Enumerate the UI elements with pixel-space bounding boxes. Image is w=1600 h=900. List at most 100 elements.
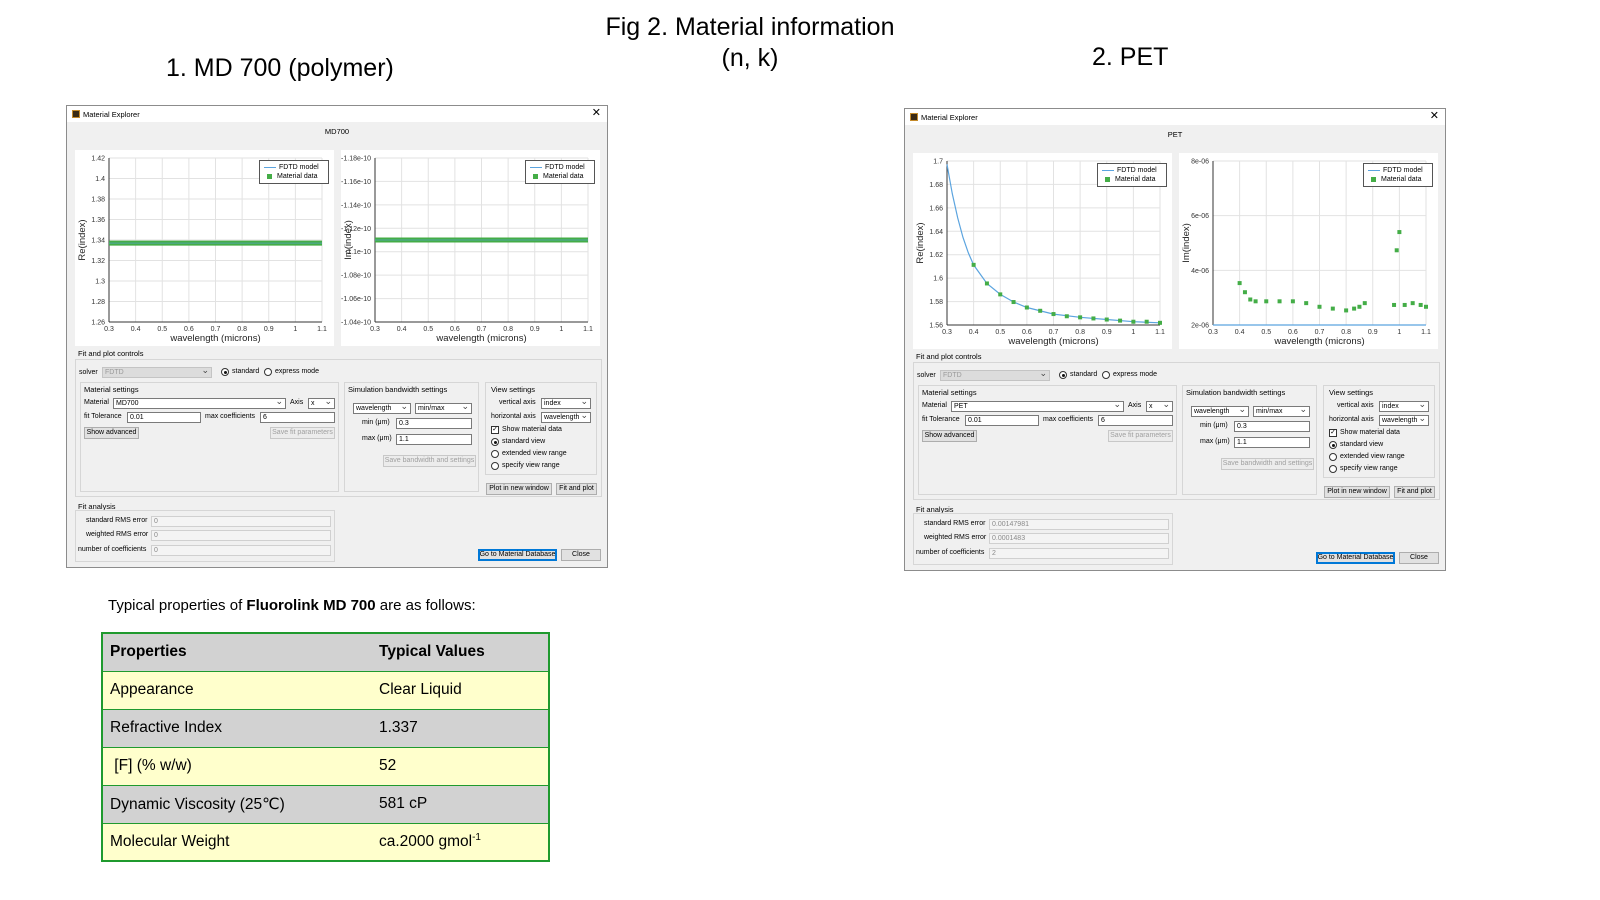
standard-rms-label: standard RMS error	[86, 517, 148, 524]
material-select[interactable]: PET	[951, 401, 1124, 412]
legend-fdtd-model: FDTD model	[264, 163, 319, 172]
go-to-material-database-button[interactable]: Go to Material Database	[478, 549, 557, 561]
weighted-rms-field: 0	[151, 530, 331, 541]
bandwidth-mode-select[interactable]: min/max	[1253, 406, 1310, 417]
heading-pet: 2. PET	[1092, 43, 1169, 71]
standard-radio[interactable]	[221, 368, 229, 376]
legend-label: FDTD model	[1117, 167, 1157, 174]
max-coefficients-input[interactable]: 6	[1098, 415, 1173, 426]
number-of-coefficients-label: number of coefficients	[78, 546, 147, 553]
close-button[interactable]: Close	[561, 549, 601, 561]
max-input[interactable]: 1.1	[396, 434, 472, 445]
x-axis-label: wavelength (microns)	[435, 333, 526, 344]
material-data-point	[1064, 314, 1069, 319]
fit-tolerance-input[interactable]: 0.01	[127, 412, 201, 423]
min-input[interactable]: 0.3	[1234, 421, 1310, 432]
material-data-point	[1024, 305, 1029, 310]
material-data-point	[1402, 302, 1407, 307]
y-tick-label: -1.16e-10	[341, 179, 371, 186]
vertical-axis-select[interactable]: index	[1379, 401, 1429, 412]
y-tick-label: 4e-06	[1191, 268, 1209, 275]
legend-dot-swatch	[267, 173, 272, 179]
save-fit-parameters-button[interactable]: Save fit parameters	[270, 427, 335, 439]
mw-value: ca.2000 gmol	[379, 833, 473, 851]
horizontal-axis-select[interactable]: wavelength	[1379, 415, 1429, 426]
table-cell: Appearance	[102, 670, 372, 709]
extended-view-radio[interactable]	[1329, 453, 1337, 461]
extended-view-radio[interactable]	[491, 450, 499, 458]
table-cell: Clear Liquid	[372, 670, 549, 709]
material-data-point	[998, 292, 1003, 297]
standard-view-radio[interactable]	[1329, 441, 1337, 449]
show-advanced-button[interactable]: Show advanced	[922, 430, 977, 442]
window-titlebar[interactable]: Material Explorer ✕	[905, 109, 1445, 125]
bandwidth-mode-select[interactable]: min/max	[415, 403, 472, 414]
bandwidth-unit-select[interactable]: wavelength	[1191, 406, 1249, 417]
legend-dot-swatch	[1371, 176, 1376, 182]
material-title: MD700	[324, 127, 350, 136]
x-tick-label: 0.8	[503, 326, 513, 333]
save-bandwidth-button[interactable]: Save bandwidth and settings	[1221, 458, 1314, 470]
table-cell: 581 cP	[372, 784, 549, 823]
fit-plot-controls-label: Fit and plot controls	[78, 349, 144, 358]
x-tick-label: 0.3	[370, 326, 380, 333]
plot-in-new-window-button[interactable]: Plot in new window	[486, 483, 552, 495]
show-material-data-checkbox[interactable]: ✓	[491, 426, 499, 434]
x-axis-label: wavelength (microns)	[1007, 336, 1098, 347]
view-settings-group	[485, 382, 597, 475]
axis-select[interactable]: x	[308, 398, 335, 409]
close-icon[interactable]: ✕	[591, 107, 601, 119]
view-settings-label: View settings	[1329, 388, 1374, 397]
fit-and-plot-button[interactable]: Fit and plot	[1394, 486, 1435, 498]
specify-view-radio[interactable]	[491, 462, 499, 470]
fit-tolerance-input[interactable]: 0.01	[965, 415, 1039, 426]
material-data-point	[1344, 308, 1349, 313]
specify-view-radio[interactable]	[1329, 465, 1337, 473]
axis-select[interactable]: x	[1146, 401, 1173, 412]
x-tick-label: 1.1	[583, 326, 593, 333]
material-label: Material	[84, 399, 109, 406]
table-cell: Refractive Index	[102, 708, 372, 747]
material-data-point	[1304, 301, 1309, 306]
legend-line-swatch	[1368, 169, 1380, 171]
max-coefficients-label: max coefficients	[1043, 416, 1094, 423]
save-bandwidth-button[interactable]: Save bandwidth and settings	[383, 455, 476, 467]
legend-label: Material data	[1115, 176, 1156, 183]
fit-and-plot-button[interactable]: Fit and plot	[556, 483, 597, 495]
y-tick-label: -1.14e-10	[341, 202, 371, 209]
go-to-material-database-button[interactable]: Go to Material Database	[1316, 552, 1395, 564]
legend-fdtd-model: FDTD model	[530, 163, 585, 172]
y-tick-label: -1.06e-10	[341, 296, 371, 303]
plot-legend: FDTD model Material data	[1363, 163, 1433, 187]
material-select[interactable]: MD700	[113, 398, 286, 409]
express-mode-radio[interactable]	[264, 368, 272, 376]
solver-select[interactable]: FDTD	[102, 367, 212, 378]
legend-label: FDTD model	[1383, 167, 1423, 174]
x-tick-label: 0.6	[450, 326, 460, 333]
plot-re-svg: 0.3 0.4 0.5 0.6 0.7 0.8 0.9 1 1.1 1.7 1.68 1.66 1.64…	[915, 159, 1165, 348]
standard-radio[interactable]	[1059, 371, 1067, 379]
close-icon[interactable]: ✕	[1429, 110, 1439, 122]
axis-label: Axis	[1128, 402, 1142, 409]
vertical-axis-select[interactable]: index	[541, 398, 591, 409]
save-fit-parameters-button[interactable]: Save fit parameters	[1108, 430, 1173, 442]
legend-label: FDTD model	[545, 164, 585, 171]
window-titlebar[interactable]: Material Explorer ✕	[67, 106, 607, 122]
max-coefficients-input[interactable]: 6	[260, 412, 335, 423]
min-input[interactable]: 0.3	[396, 418, 472, 429]
standard-view-radio[interactable]	[491, 438, 499, 446]
horizontal-axis-select[interactable]: wavelength	[541, 412, 591, 423]
plot-in-new-window-button[interactable]: Plot in new window	[1324, 486, 1390, 498]
max-input[interactable]: 1.1	[1234, 437, 1310, 448]
simulation-bandwidth-group	[344, 382, 479, 492]
bandwidth-unit-select[interactable]: wavelength	[353, 403, 411, 414]
plot-im-svg: 0.3 0.4 0.5 0.6 0.7 0.8 0.9 1 1.1 8e-06 6e-06 4e-06…	[1181, 159, 1431, 348]
show-material-data-checkbox[interactable]: ✓	[1329, 429, 1337, 437]
show-advanced-button[interactable]: Show advanced	[84, 427, 139, 439]
legend-label: Material data	[543, 173, 584, 180]
window-title: Material Explorer	[83, 110, 140, 119]
solver-select[interactable]: FDTD	[940, 370, 1050, 381]
x-tick-label: 0.9	[264, 326, 274, 333]
express-mode-radio[interactable]	[1102, 371, 1110, 379]
close-button[interactable]: Close	[1399, 552, 1439, 564]
